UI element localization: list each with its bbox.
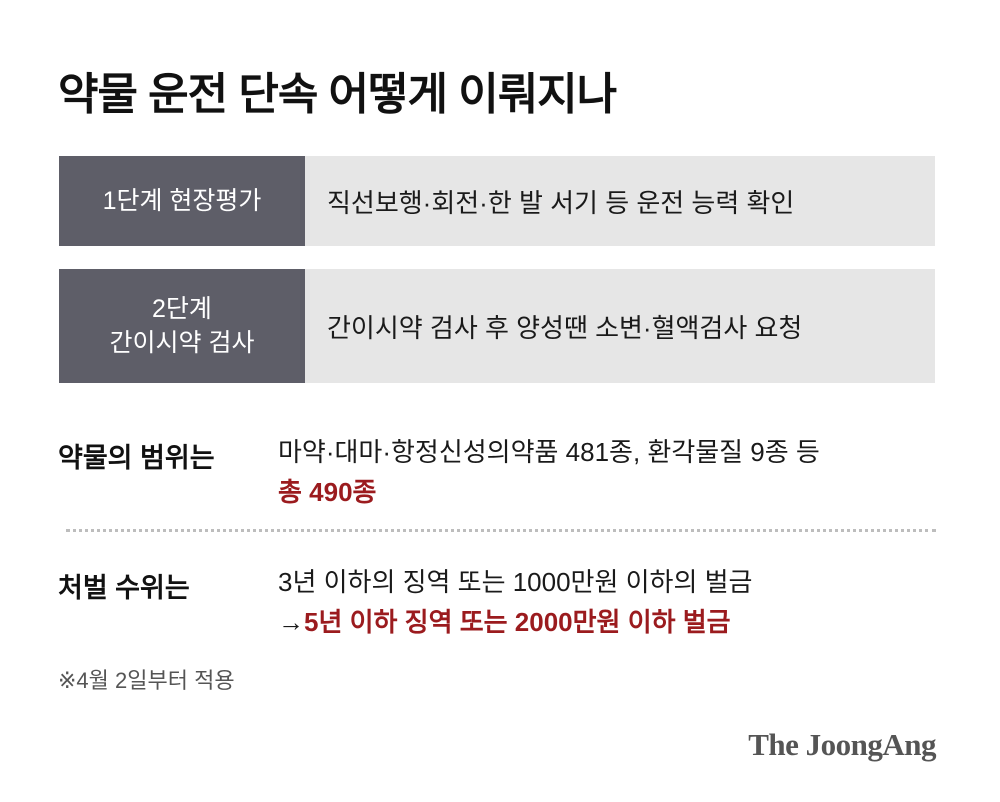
penalty-before: 3년 이하의 징역 또는 1000만원 이하의 벌금 bbox=[278, 567, 753, 597]
step-2-label-line1: 2단계 bbox=[152, 295, 212, 323]
step-1-row: 1단계 현장평가 직선보행·회전·한 발 서기 등 운전 능력 확인 bbox=[59, 156, 935, 246]
step-2-label-line2: 간이시약 검사 bbox=[109, 329, 255, 357]
footnote: ※4월 2일부터 적용 bbox=[58, 668, 235, 693]
scope-text: 마약·대마·항정신성의약품 481종, 환각물질 9종 등 총 490종 bbox=[278, 432, 820, 512]
step-1-label: 1단계 현장평가 bbox=[59, 156, 305, 246]
scope-heading: 약물의 범위는 bbox=[58, 443, 215, 473]
step-1-description: 직선보행·회전·한 발 서기 등 운전 능력 확인 bbox=[305, 156, 935, 246]
penalty-heading: 처벌 수위는 bbox=[58, 573, 190, 603]
step-2-description: 간이시약 검사 후 양성땐 소변·혈액검사 요청 bbox=[305, 269, 935, 383]
arrow-icon: → bbox=[278, 607, 304, 637]
scope-line: 마약·대마·항정신성의약품 481종, 환각물질 9종 등 bbox=[278, 437, 820, 467]
page-title: 약물 운전 단속 어떻게 이뤄지나 bbox=[58, 70, 617, 119]
penalty-text: 3년 이하의 징역 또는 1000만원 이하의 벌금 →5년 이하 징역 또는 … bbox=[278, 562, 752, 642]
dotted-divider bbox=[66, 529, 936, 532]
penalty-after: 5년 이하 징역 또는 2000만원 이하 벌금 bbox=[304, 607, 731, 637]
scope-total: 총 490종 bbox=[278, 477, 377, 507]
publisher-logo: The JoongAng bbox=[748, 727, 936, 762]
